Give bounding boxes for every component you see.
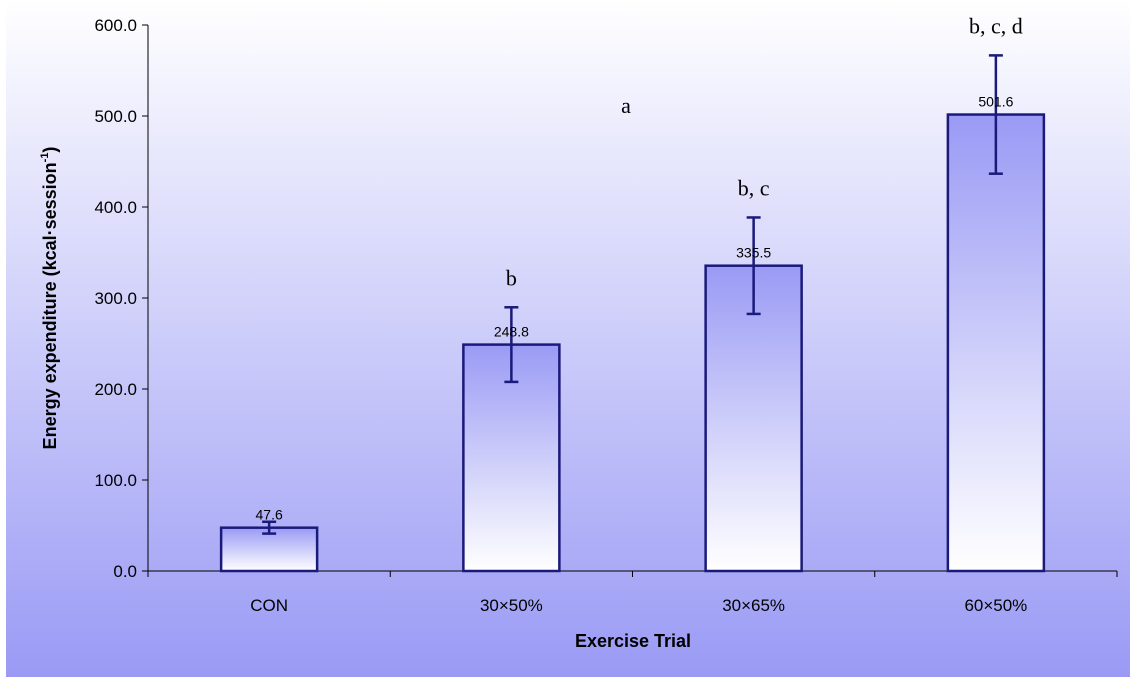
bars — [219, 54, 1046, 573]
data-label: 47.6 — [256, 507, 283, 523]
labels: 47.6 CON 248.8 b 30×50% 335.5 b, c 30×65% 501.6 b… — [250, 13, 1027, 615]
bar — [219, 526, 319, 573]
data-label: 248.8 — [494, 324, 529, 340]
significance-label: b — [506, 265, 517, 290]
y-tick-label: 600.0 — [94, 16, 137, 35]
data-label: 335.5 — [736, 245, 771, 261]
y-tick-label: 500.0 — [94, 107, 137, 126]
axes: 0.0 100.0 200.0 300.0 400.0 500.0 600.0 — [94, 16, 1118, 581]
x-tick-label: 30×65% — [722, 596, 785, 615]
x-axis-title: Exercise Trial — [575, 631, 691, 651]
significance-label: b, c, d — [969, 13, 1023, 38]
y-tick-label: 200.0 — [94, 380, 137, 399]
data-label: 501.6 — [978, 94, 1013, 110]
y-axis-title-main: Energy expenditure (kcal·session — [40, 162, 60, 449]
bar — [946, 113, 1046, 573]
y-tick-label: 300.0 — [94, 289, 137, 308]
bar — [704, 264, 803, 573]
y-tick-label: 0.0 — [113, 562, 137, 581]
chart-background — [6, 0, 1130, 677]
x-tick-label: 30×50% — [480, 596, 543, 615]
y-tick-label: 100.0 — [94, 471, 137, 490]
y-tick-label: 400.0 — [94, 198, 137, 217]
significance-label: b, c — [738, 175, 770, 200]
y-axis-title: Energy expenditure (kcal·session-1) — [39, 147, 60, 450]
x-tick-label: 60×50% — [964, 596, 1027, 615]
y-axis-title-close: ) — [40, 147, 60, 153]
y-axis-title-sup: -1 — [39, 153, 51, 163]
annotation-a: a — [621, 93, 631, 118]
x-tick-label: CON — [250, 596, 288, 615]
